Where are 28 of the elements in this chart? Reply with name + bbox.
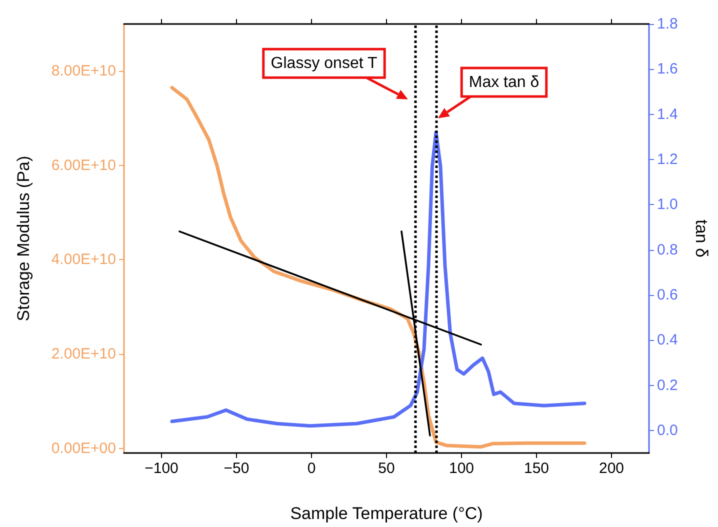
y2-tick-label: 1.0 <box>657 196 678 214</box>
y-tick-label: 2.00E+10 <box>51 346 116 362</box>
x-tick-label: 200 <box>598 460 624 477</box>
y2-tick-label: 1.2 <box>657 150 678 168</box>
x-tick-label: 150 <box>524 460 550 477</box>
y2-axis-title: tan δ <box>692 220 711 258</box>
y2-tick-label: 1.4 <box>657 106 678 123</box>
y-tick-label: 8.00E+10 <box>51 62 116 80</box>
y-tick-label: 4.00E+10 <box>51 251 116 268</box>
annotation: Max tan δ <box>468 74 540 91</box>
x-tick-label: −100 <box>144 460 178 477</box>
x-tick-label: 50 <box>378 460 395 477</box>
annotation: Glassy onset T <box>270 54 378 72</box>
y-tick-label: 0.00E+00 <box>51 440 116 457</box>
y2-tick-label: 0.2 <box>657 376 678 394</box>
x-tick-label: −50 <box>224 460 250 477</box>
y2-tick-label: 0.4 <box>657 332 678 349</box>
y-tick-label: 6.00E+10 <box>51 156 116 174</box>
y2-tick-label: 1.6 <box>657 60 678 78</box>
y2-tick-label: 1.8 <box>657 16 678 32</box>
x-tick-label: 100 <box>448 460 474 477</box>
line-series <box>170 130 586 428</box>
y2-tick-label: 0.8 <box>657 241 678 258</box>
y2-tick-label: 0.6 <box>657 286 678 304</box>
y-axis-title: Storage Modulus (Pa) <box>14 156 33 322</box>
x-axis-title: Sample Temperature (°C) <box>290 504 483 523</box>
x-tick-label: 0 <box>307 460 316 477</box>
y2-tick-label: 0.0 <box>657 422 678 439</box>
